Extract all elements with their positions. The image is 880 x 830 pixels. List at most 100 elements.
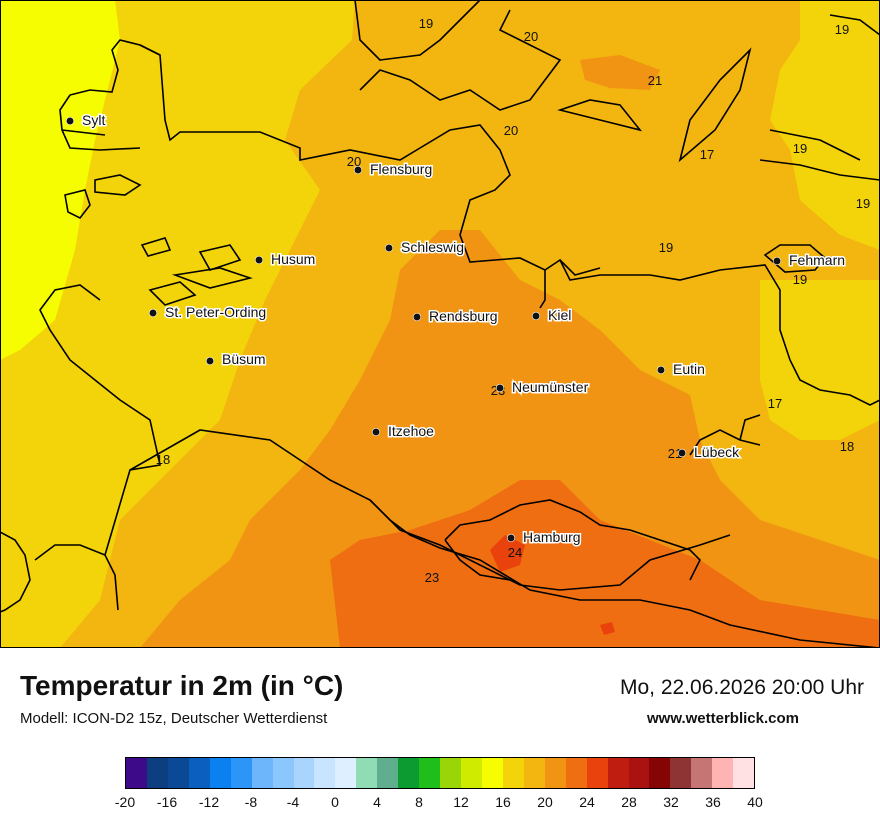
isotherm-label: 18	[840, 439, 854, 454]
city-flensburg[interactable]: Flensburg	[353, 160, 434, 179]
model-source: Modell: ICON-D2 15z, Deutscher Wetterdie…	[20, 710, 328, 727]
city-label: Kiel	[548, 307, 571, 323]
isotherm-label: 19	[793, 272, 807, 287]
color-legend-segment	[649, 758, 671, 788]
coastline-islands-1	[94, 174, 142, 196]
isotherm-label: 23	[425, 570, 439, 585]
coastline-danish	[354, 0, 562, 111]
color-legend-segment	[209, 758, 231, 788]
border-hamburg	[444, 499, 701, 581]
color-legend-tick-label: 32	[663, 794, 679, 810]
city-st-peter-ording[interactable]: St. Peter-Ording	[148, 303, 268, 322]
city-rendsburg[interactable]: Rendsburg	[412, 307, 499, 326]
footer: Temperatur in 2m (in °C) Modell: ICON-D2…	[0, 648, 880, 830]
city-label: Neumünster	[512, 379, 589, 395]
city-label: Rendsburg	[429, 308, 498, 324]
coastline-islands-3	[140, 237, 172, 257]
isotherm-label: 20	[347, 154, 361, 169]
cities: Sylt Flensburg Schleswig Husum St. Peter…	[65, 111, 847, 547]
city-neumuenster[interactable]: Neumünster	[495, 378, 590, 397]
city-dot-icon	[531, 311, 541, 321]
color-legend-tick-label: 20	[537, 794, 553, 810]
coastline-danish-east	[557, 47, 752, 163]
city-dot-icon	[353, 165, 363, 175]
coastline-islands-2	[64, 189, 91, 220]
isotherm-label: 24	[508, 545, 522, 560]
city-luebeck[interactable]: Lübeck	[677, 443, 742, 462]
temperature-zone-warm-north	[580, 55, 660, 90]
city-dot-icon	[148, 308, 158, 318]
color-legend-tick-label: 40	[747, 794, 763, 810]
color-legend-segment	[335, 758, 357, 788]
isotherm-label: 18	[156, 452, 170, 467]
city-dot-icon	[65, 116, 75, 126]
website-link[interactable]: www.wetterblick.com	[647, 710, 799, 727]
color-legend-tick-label: 0	[331, 794, 339, 810]
city-buesum[interactable]: Büsum	[205, 350, 267, 369]
temperature-zone-hottest	[490, 535, 525, 572]
page-title: Temperatur in 2m (in °C)	[20, 670, 344, 701]
color-legend-tick-label: -20	[114, 794, 136, 810]
color-legend-segment	[607, 758, 629, 788]
color-legend-tick-label: -12	[198, 794, 220, 810]
city-dot-icon	[412, 312, 422, 322]
color-legend-segment	[733, 758, 755, 788]
city-sylt[interactable]: Sylt	[65, 111, 107, 130]
coastline-mainland-west	[139, 44, 880, 406]
color-legend-segment	[502, 758, 524, 788]
city-label: St. Peter-Ording	[165, 304, 266, 320]
city-eutin[interactable]: Eutin	[656, 360, 706, 379]
color-legend-segment	[167, 758, 189, 788]
color-legend-segment	[230, 758, 252, 788]
color-legend-segment	[481, 758, 503, 788]
isotherm-label: 19	[659, 240, 673, 255]
city-dot-icon	[371, 427, 381, 437]
color-legend-segment	[272, 758, 294, 788]
city-husum[interactable]: Husum	[254, 250, 317, 269]
color-legend-segment	[293, 758, 315, 788]
city-label: Hamburg	[523, 529, 581, 545]
temperature-map: 19 20 21 20 20 17 19 19 19 19 23 17 18 1…	[0, 0, 880, 648]
color-legend-segment	[691, 758, 713, 788]
city-dot-icon	[506, 533, 516, 543]
color-legend-segment	[712, 758, 734, 788]
color-legend-tick-label: 12	[453, 794, 469, 810]
color-legend-tick-label: -16	[156, 794, 178, 810]
city-label: Husum	[271, 251, 315, 267]
color-legend-segment	[356, 758, 378, 788]
color-legend-segment	[398, 758, 420, 788]
color-legend	[125, 757, 755, 789]
coastline-islands-6	[171, 267, 253, 289]
color-legend-tick-label: 4	[373, 794, 381, 810]
color-legend-segment	[440, 758, 461, 788]
color-legend-segment	[670, 758, 692, 788]
isotherm-label: 19	[835, 22, 849, 37]
city-itzehoe[interactable]: Itzehoe	[371, 422, 436, 441]
city-fehmarn[interactable]: Fehmarn	[772, 251, 847, 270]
coastline-islands-4	[198, 244, 242, 271]
isotherm-label: 17	[700, 147, 714, 162]
city-hamburg[interactable]: Hamburg	[506, 528, 582, 547]
coastline-elbe-south	[369, 499, 880, 648]
coastline-north-sea	[0, 284, 161, 613]
isotherm-label: 21	[648, 73, 662, 88]
temperature-zone-warm	[140, 230, 880, 648]
city-label: Büsum	[222, 351, 266, 367]
temperature-zone-cool-east	[770, 0, 880, 250]
color-legend-segment	[419, 758, 441, 788]
color-legend-segment	[377, 758, 399, 788]
coastline-kiel	[539, 259, 601, 309]
isotherm-label: 19	[856, 196, 870, 211]
city-dot-icon	[772, 256, 782, 266]
color-legend-tick-label: -4	[286, 794, 300, 810]
color-legend-tick-label: 8	[415, 794, 423, 810]
city-kiel[interactable]: Kiel	[531, 306, 573, 325]
city-dot-icon	[656, 365, 666, 375]
city-schleswig[interactable]: Schleswig	[384, 238, 466, 257]
city-label: Itzehoe	[388, 423, 434, 439]
city-label: Schleswig	[401, 239, 464, 255]
color-legend-segment	[146, 758, 168, 788]
coastline-fehmarn	[763, 244, 827, 273]
color-legend-tick-label: 24	[579, 794, 595, 810]
color-legend-segment	[586, 758, 608, 788]
